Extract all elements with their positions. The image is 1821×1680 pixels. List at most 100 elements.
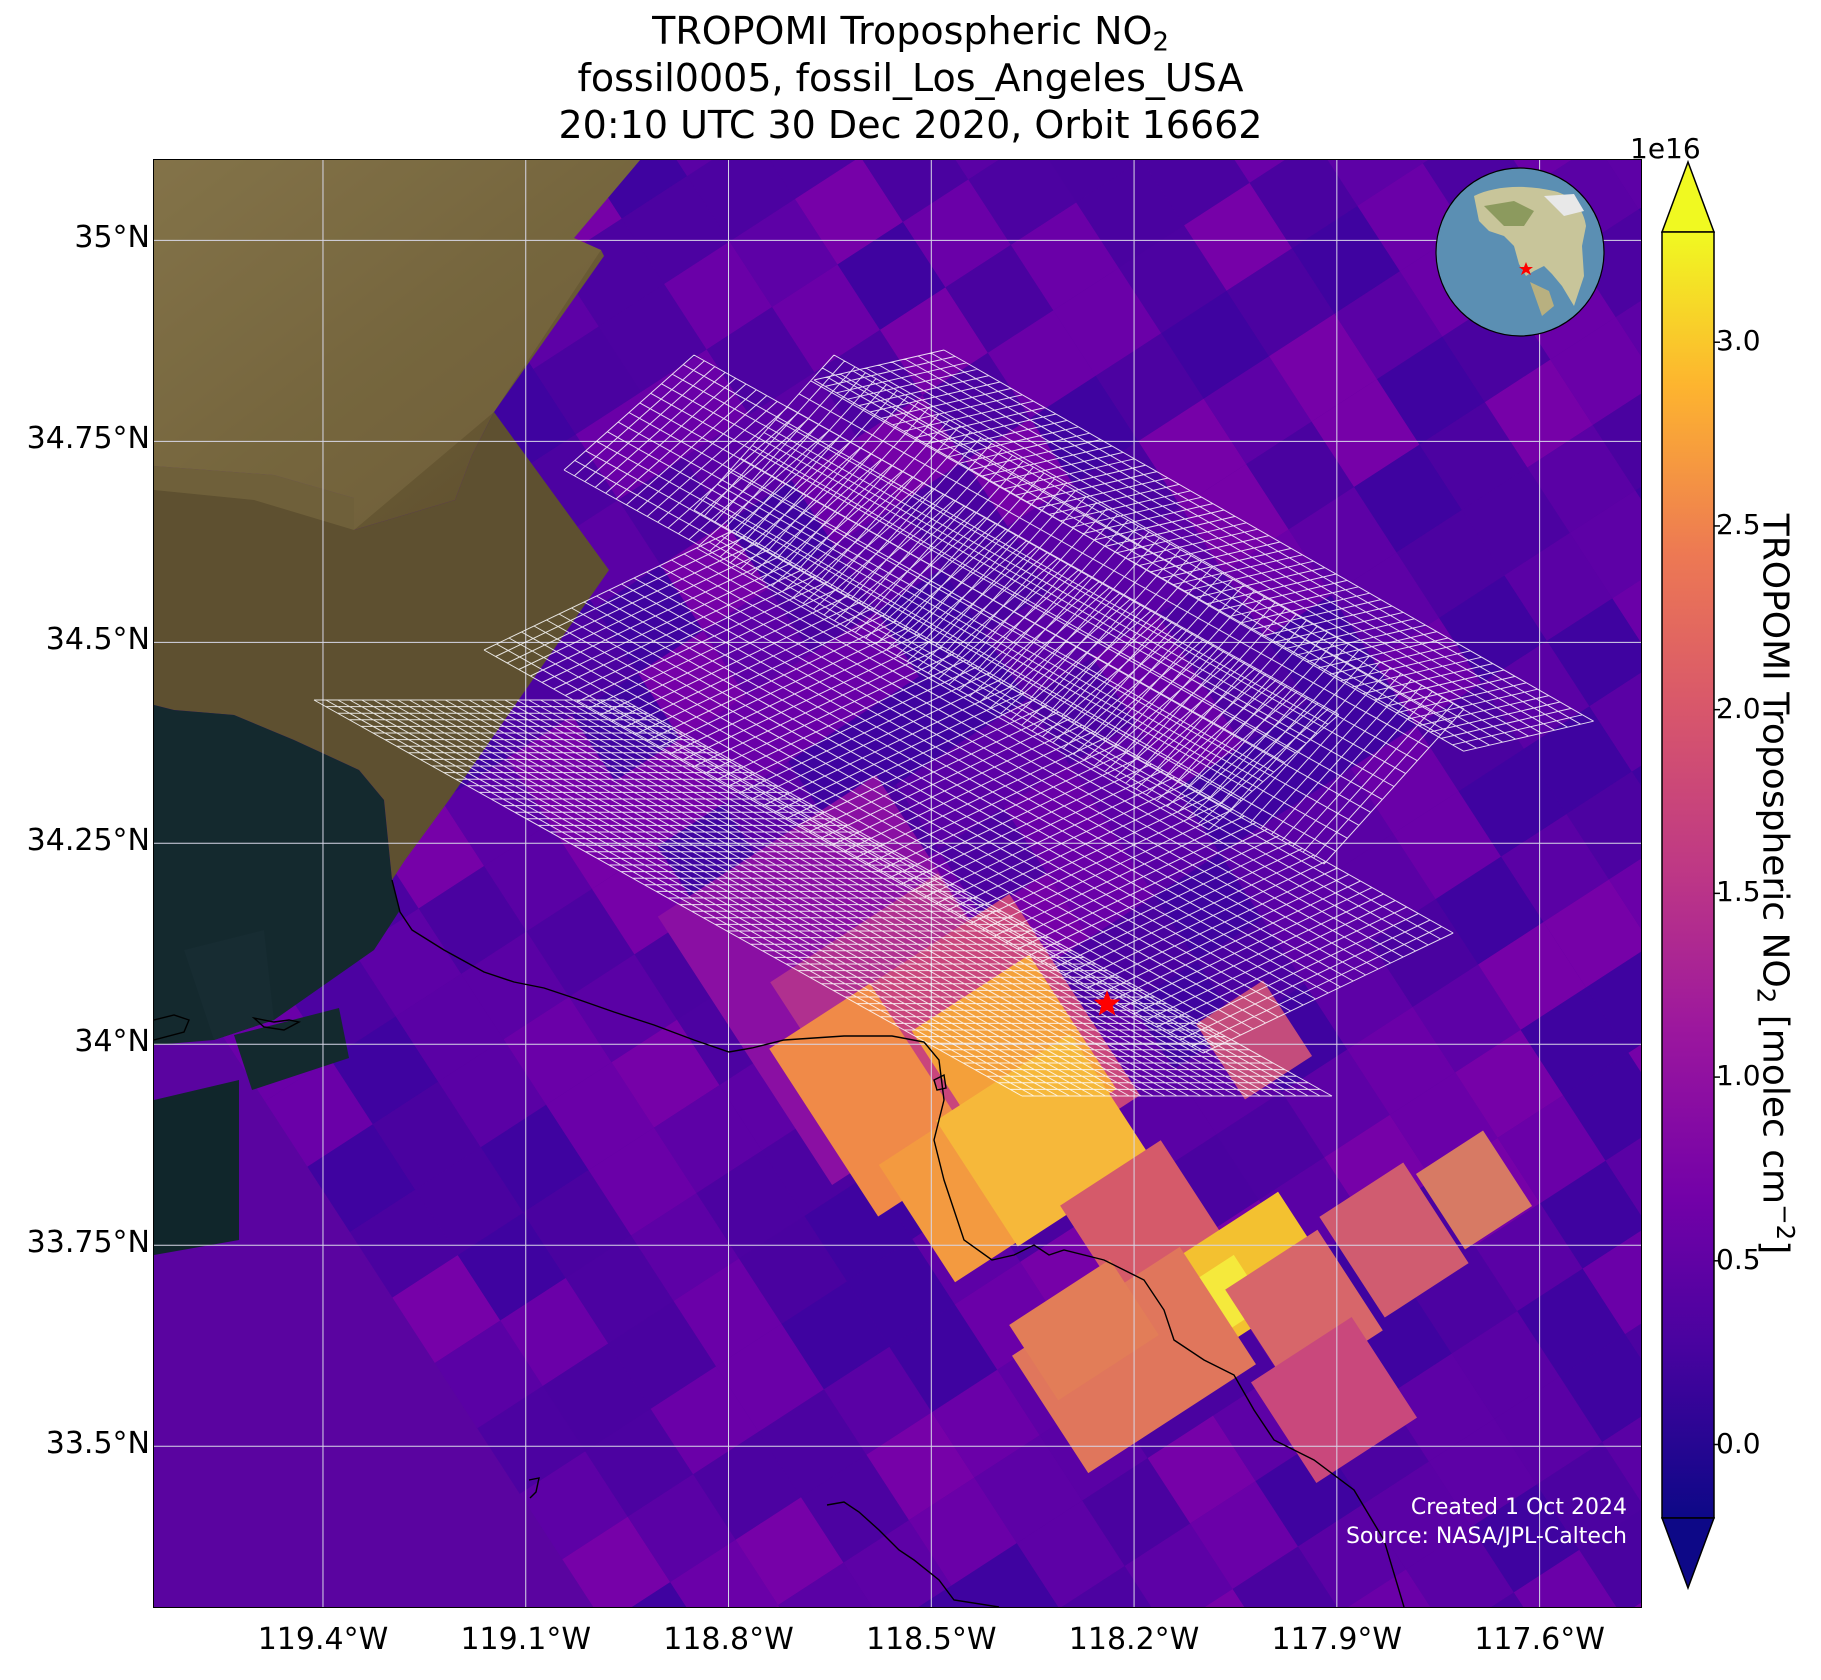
no2-pixel [1543, 879, 1641, 988]
no2-pixel [1311, 379, 1420, 488]
ocean-imagery [154, 705, 400, 1255]
no2-pixel [1451, 1311, 1560, 1420]
longitude-tick-label: 117.9°W [1271, 1622, 1403, 1657]
no2-hotspot-pixel [1319, 1162, 1469, 1318]
no2-pixel [441, 758, 550, 866]
no2-pixel [735, 1497, 844, 1606]
no2-pixel [1412, 964, 1521, 1073]
no2-pixel [1484, 359, 1593, 468]
no2-pixel [418, 865, 527, 974]
no2-pixel [1059, 1566, 1168, 1607]
no2-pixel [1523, 706, 1632, 815]
colorbar-tick-label: 1.0 [1716, 1059, 1761, 1093]
no2-pixel [523, 1170, 632, 1279]
no2-pixel [392, 1255, 501, 1364]
no2-pixel [608, 1300, 717, 1409]
no2-pixel [1147, 1415, 1256, 1524]
latitude-tick-label: 35°N [74, 220, 150, 256]
no2-pixel [706, 306, 815, 415]
map-title-line-3: 20:10 UTC 30 Dec 2020, Orbit 16662 [558, 103, 1263, 147]
no2-pixel [650, 1366, 759, 1475]
latitude-tick-label: 33.5°N [45, 1426, 150, 1462]
graticule [154, 160, 1641, 1607]
no2-pixel [349, 1189, 458, 1298]
map-title-line-1: TROPOMI Tropospheric NO2 [652, 9, 1169, 58]
swath [313, 699, 1333, 1097]
map-title-line-2: fossil0005, fossil_Los_Angeles_USA [577, 56, 1244, 100]
no2-pixel [1471, 1484, 1580, 1593]
no2-pixel [1354, 444, 1462, 553]
longitude-tick-label: 118.2°W [1068, 1622, 1200, 1657]
no2-pixel [1340, 1569, 1449, 1607]
no2-pixel [889, 1304, 998, 1413]
no2-pixel [1559, 1334, 1641, 1442]
no2-pixel [598, 284, 707, 392]
no2-pixel [565, 1235, 674, 1344]
no2-pixel [896, 741, 1005, 850]
no2-pixel [931, 1369, 1040, 1478]
no2-pixel [860, 160, 969, 222]
no2-pixel [968, 160, 1077, 245]
longitude-tick-label: 117.6°W [1474, 1622, 1605, 1657]
no2-hotspot-pixel [1009, 1259, 1159, 1401]
no2-pixel [1377, 336, 1485, 445]
no2-pixel [1046, 830, 1155, 939]
no2-pixel [1180, 464, 1289, 573]
no2-pixel [1435, 856, 1544, 965]
no2-hotspot-pixel [1415, 1130, 1533, 1250]
no2-pixel [330, 1016, 439, 1125]
no2-pixel [1569, 490, 1641, 599]
no2-pixel [1138, 398, 1247, 507]
no2-pixel [1520, 987, 1629, 1096]
no2-pixel [264, 1058, 373, 1167]
no2-pixel [1605, 1118, 1641, 1227]
no2-pixel [922, 352, 1031, 461]
no2-pixel [1177, 745, 1286, 854]
map-panel[interactable]: Created 1 Oct 2024 Source: NASA/JPL-Calt… [154, 160, 1641, 1607]
no2-pixel [693, 1431, 802, 1540]
no2-pixel [1405, 1526, 1514, 1607]
no2-pixel [1269, 313, 1378, 422]
no2-pixel [1203, 356, 1312, 465]
no2-pixel [1416, 683, 1524, 792]
no2-pixel [1216, 1091, 1325, 1200]
no2-pixel [1386, 1353, 1495, 1462]
no2-pixel [945, 244, 1054, 353]
no2-pixel [899, 460, 1008, 569]
colorbar-exponent: 1e16 [1630, 132, 1701, 165]
colorbar-tick-label: 2.5 [1716, 507, 1761, 541]
no2-pixel [1082, 1458, 1191, 1567]
no2-pixel [729, 199, 838, 307]
no2-pixel [1513, 1549, 1622, 1607]
no2-pixel [1292, 205, 1400, 314]
no2-pixel [438, 1039, 547, 1148]
no2-pixel [1497, 1095, 1606, 1204]
no2-pixel [1370, 899, 1479, 1007]
no2-pixel [843, 1520, 952, 1607]
no2-pixel [938, 807, 1047, 916]
no2-pixel [641, 349, 750, 458]
no2-pixel [1592, 382, 1641, 491]
no2-pixel [1118, 225, 1227, 334]
no2-pixel [752, 160, 861, 200]
no2-pixel [1331, 552, 1440, 661]
no2-pixel [1033, 160, 1142, 203]
latitude-tick-label: 34.5°N [45, 622, 150, 658]
no2-pixel [846, 1238, 955, 1347]
latitude-tick-label: 34.75°N [26, 421, 150, 457]
no2-pixel [1566, 771, 1641, 880]
target-marker [1093, 990, 1121, 1016]
colorbar-tick-label: 3.0 [1716, 324, 1761, 358]
swath [693, 354, 1465, 865]
longitude-tick-label: 119.4°W [257, 1622, 389, 1657]
credit-source: Source: NASA/JPL-Caltech [1345, 1524, 1627, 1549]
no2-pixel [814, 329, 923, 438]
no2-pixel [1602, 1399, 1641, 1508]
colorbar [1660, 160, 1720, 1591]
no2-pixel [1016, 1500, 1125, 1607]
no2-pixel [457, 1212, 566, 1321]
no2-pixel [739, 1216, 847, 1324]
no2-pixel [1494, 1376, 1603, 1485]
no2-pixel [307, 1124, 416, 1233]
no2-pixel [1347, 1006, 1456, 1115]
